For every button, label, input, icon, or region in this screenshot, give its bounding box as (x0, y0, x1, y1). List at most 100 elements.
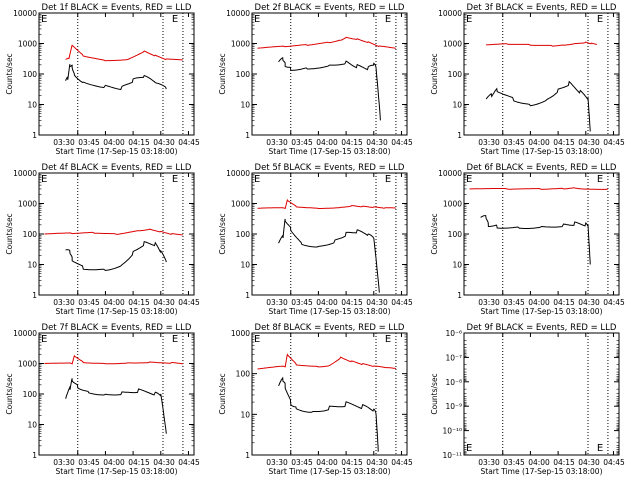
x-tick-label: 03:30 (53, 138, 75, 147)
event-marker: E (466, 443, 472, 454)
events-series-line (278, 218, 380, 293)
lld-series-line (486, 41, 598, 47)
x-tick-label: 03:45 (291, 138, 313, 147)
y-tick-label: 10000 (13, 169, 37, 178)
panel-title: Det 7f BLACK = Events, RED = LLD (42, 323, 192, 333)
x-tick-label: 04:45 (391, 138, 413, 147)
detector-panel: Det 6f BLACK = Events, RED = LLD 1 10 100 10… (430, 163, 625, 316)
x-tick-label: 04:15 (553, 458, 575, 467)
x-axis-label: Start Time (17-Sep-15 03:18:00) (269, 147, 391, 156)
event-marker: E (597, 443, 603, 454)
event-marker: E (254, 174, 260, 185)
y-tick-label: 10 (240, 410, 250, 419)
y-tick-label: 10 (240, 101, 250, 110)
x-tick-label: 04:30 (153, 298, 175, 307)
y-tick-label: 10⁻¹⁰ (442, 427, 462, 436)
detector-panel: Det 7f BLACK = Events, RED = LLD 1 10 100 10… (5, 323, 200, 476)
x-axis-label: Start Time (17-Sep-15 03:18:00) (56, 147, 178, 156)
event-marker: E (597, 14, 603, 25)
x-tick-label: 04:45 (603, 298, 625, 307)
x-axis-label: Start Time (17-Sep-15 03:18:00) (269, 307, 391, 316)
y-axis-label: Counts/sec (218, 53, 227, 94)
panel-title: Det 4f BLACK = Events, RED = LLD (42, 163, 192, 173)
x-tick-label: 04:00 (103, 298, 125, 307)
y-tick-label: 1 (457, 131, 462, 140)
x-axis-label: Start Time (17-Sep-15 03:18:00) (56, 467, 178, 476)
x-tick-label: 03:45 (503, 458, 525, 467)
plot-frame (251, 12, 408, 136)
x-tick-label: 03:30 (266, 138, 288, 147)
y-tick-label: 1 (245, 451, 250, 460)
panel-title: Det 8f BLACK = Events, RED = LLD (255, 323, 405, 333)
y-tick-label: 10000 (13, 329, 37, 338)
x-tick-label: 04:15 (128, 298, 150, 307)
y-tick-label: 1000 (443, 200, 462, 209)
event-marker: E (385, 334, 391, 345)
x-tick-label: 04:00 (316, 138, 338, 147)
lld-series-line (44, 228, 184, 236)
x-tick-label: 04:00 (103, 138, 125, 147)
panel-title: Det 3f BLACK = Events, RED = LLD (467, 3, 617, 13)
y-axis-label: Counts/sec (5, 53, 14, 94)
y-tick-label: 1 (457, 291, 462, 300)
x-tick-label: 04:15 (341, 298, 363, 307)
event-marker: E (41, 334, 47, 345)
y-tick-label: 10 (452, 261, 462, 270)
plot-frame (463, 12, 620, 136)
x-tick-label: 04:45 (391, 458, 413, 467)
x-tick-label: 04:30 (366, 138, 388, 147)
x-tick-label: 04:45 (603, 458, 625, 467)
y-tick-label: 10⁻⁸ (445, 378, 462, 387)
panel-title: Det 5f BLACK = Events, RED = LLD (255, 163, 405, 173)
x-tick-label: 04:00 (316, 458, 338, 467)
y-tick-label: 1000 (231, 200, 250, 209)
lld-series-line (257, 36, 396, 49)
y-tick-label: 1 (245, 131, 250, 140)
events-series-line (278, 376, 379, 452)
y-axis-label: Counts/sec (430, 213, 439, 254)
x-tick-label: 04:30 (366, 458, 388, 467)
y-tick-label: 10⁻⁷ (445, 353, 462, 362)
y-tick-label: 10000 (438, 9, 462, 18)
x-tick-label: 04:45 (391, 298, 413, 307)
y-tick-label: 100 (236, 370, 251, 379)
x-tick-label: 03:30 (478, 458, 500, 467)
lld-series-line (44, 354, 184, 365)
x-tick-label: 04:00 (528, 298, 550, 307)
event-marker: E (172, 14, 178, 25)
y-tick-label: 1000 (231, 329, 250, 338)
x-tick-label: 03:45 (291, 298, 313, 307)
y-tick-label: 1 (32, 131, 37, 140)
event-marker: E (385, 174, 391, 185)
x-tick-label: 04:15 (341, 458, 363, 467)
detector-panel: Det 4f BLACK = Events, RED = LLD 1 10 100 10… (5, 163, 200, 316)
events-series-line (65, 240, 167, 272)
y-tick-label: 10000 (226, 169, 250, 178)
plot-frame (463, 332, 620, 456)
detector-panel: Det 5f BLACK = Events, RED = LLD 1 10 100 10… (218, 163, 413, 316)
y-axis-label: Counts/sec (218, 373, 227, 414)
x-tick-label: 04:15 (128, 138, 150, 147)
plot-frame (251, 172, 408, 296)
y-tick-label: 100 (23, 70, 38, 79)
y-axis-label: Counts/sec (430, 373, 439, 414)
detector-panel: Det 8f BLACK = Events, RED = LLD 1 10 100 10… (218, 323, 413, 476)
detector-panel: Det 2f BLACK = Events, RED = LLD 1 10 100 10… (218, 3, 413, 156)
x-tick-label: 04:30 (578, 458, 600, 467)
x-tick-label: 03:30 (53, 458, 75, 467)
x-axis-label: Start Time (17-Sep-15 03:18:00) (481, 147, 603, 156)
y-axis-label: Counts/sec (5, 373, 14, 414)
x-tick-label: 04:00 (528, 138, 550, 147)
y-tick-label: 1 (245, 291, 250, 300)
y-tick-label: 1000 (18, 40, 37, 49)
x-tick-label: 04:45 (178, 138, 200, 147)
y-tick-label: 1000 (231, 40, 250, 49)
y-tick-label: 10 (27, 421, 37, 430)
x-tick-label: 04:15 (553, 138, 575, 147)
y-tick-label: 10000 (438, 169, 462, 178)
y-tick-label: 100 (23, 390, 38, 399)
y-tick-label: 100 (236, 70, 251, 79)
y-tick-label: 10 (27, 101, 37, 110)
detector-panel: Det 1f BLACK = Events, RED = LLD 1 10 100 10… (5, 3, 200, 156)
